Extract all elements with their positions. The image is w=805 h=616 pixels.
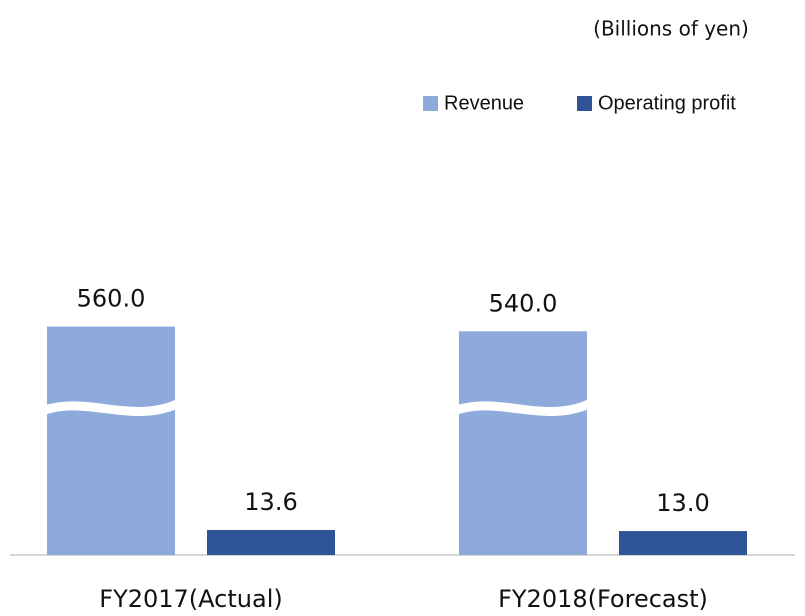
bar bbox=[619, 531, 747, 555]
bar bbox=[459, 331, 587, 555]
value-label: 13.0 bbox=[656, 489, 709, 517]
legend-swatch bbox=[577, 96, 592, 111]
bar bbox=[207, 529, 335, 555]
axis-break bbox=[455, 399, 591, 416]
axis-break bbox=[43, 399, 179, 416]
legend-label: Operating profit bbox=[598, 92, 736, 114]
chart-subtitle: (Billions of yen) bbox=[593, 17, 749, 41]
x-tick-label: FY2017(Actual) bbox=[99, 585, 282, 613]
bar bbox=[47, 326, 175, 555]
legend-swatch bbox=[423, 96, 438, 111]
value-label: 560.0 bbox=[77, 285, 146, 313]
x-tick-label: FY2018(Forecast) bbox=[498, 585, 708, 613]
legend-label: Revenue bbox=[444, 92, 524, 114]
value-label: 540.0 bbox=[489, 289, 558, 317]
value-label: 13.6 bbox=[244, 488, 297, 516]
